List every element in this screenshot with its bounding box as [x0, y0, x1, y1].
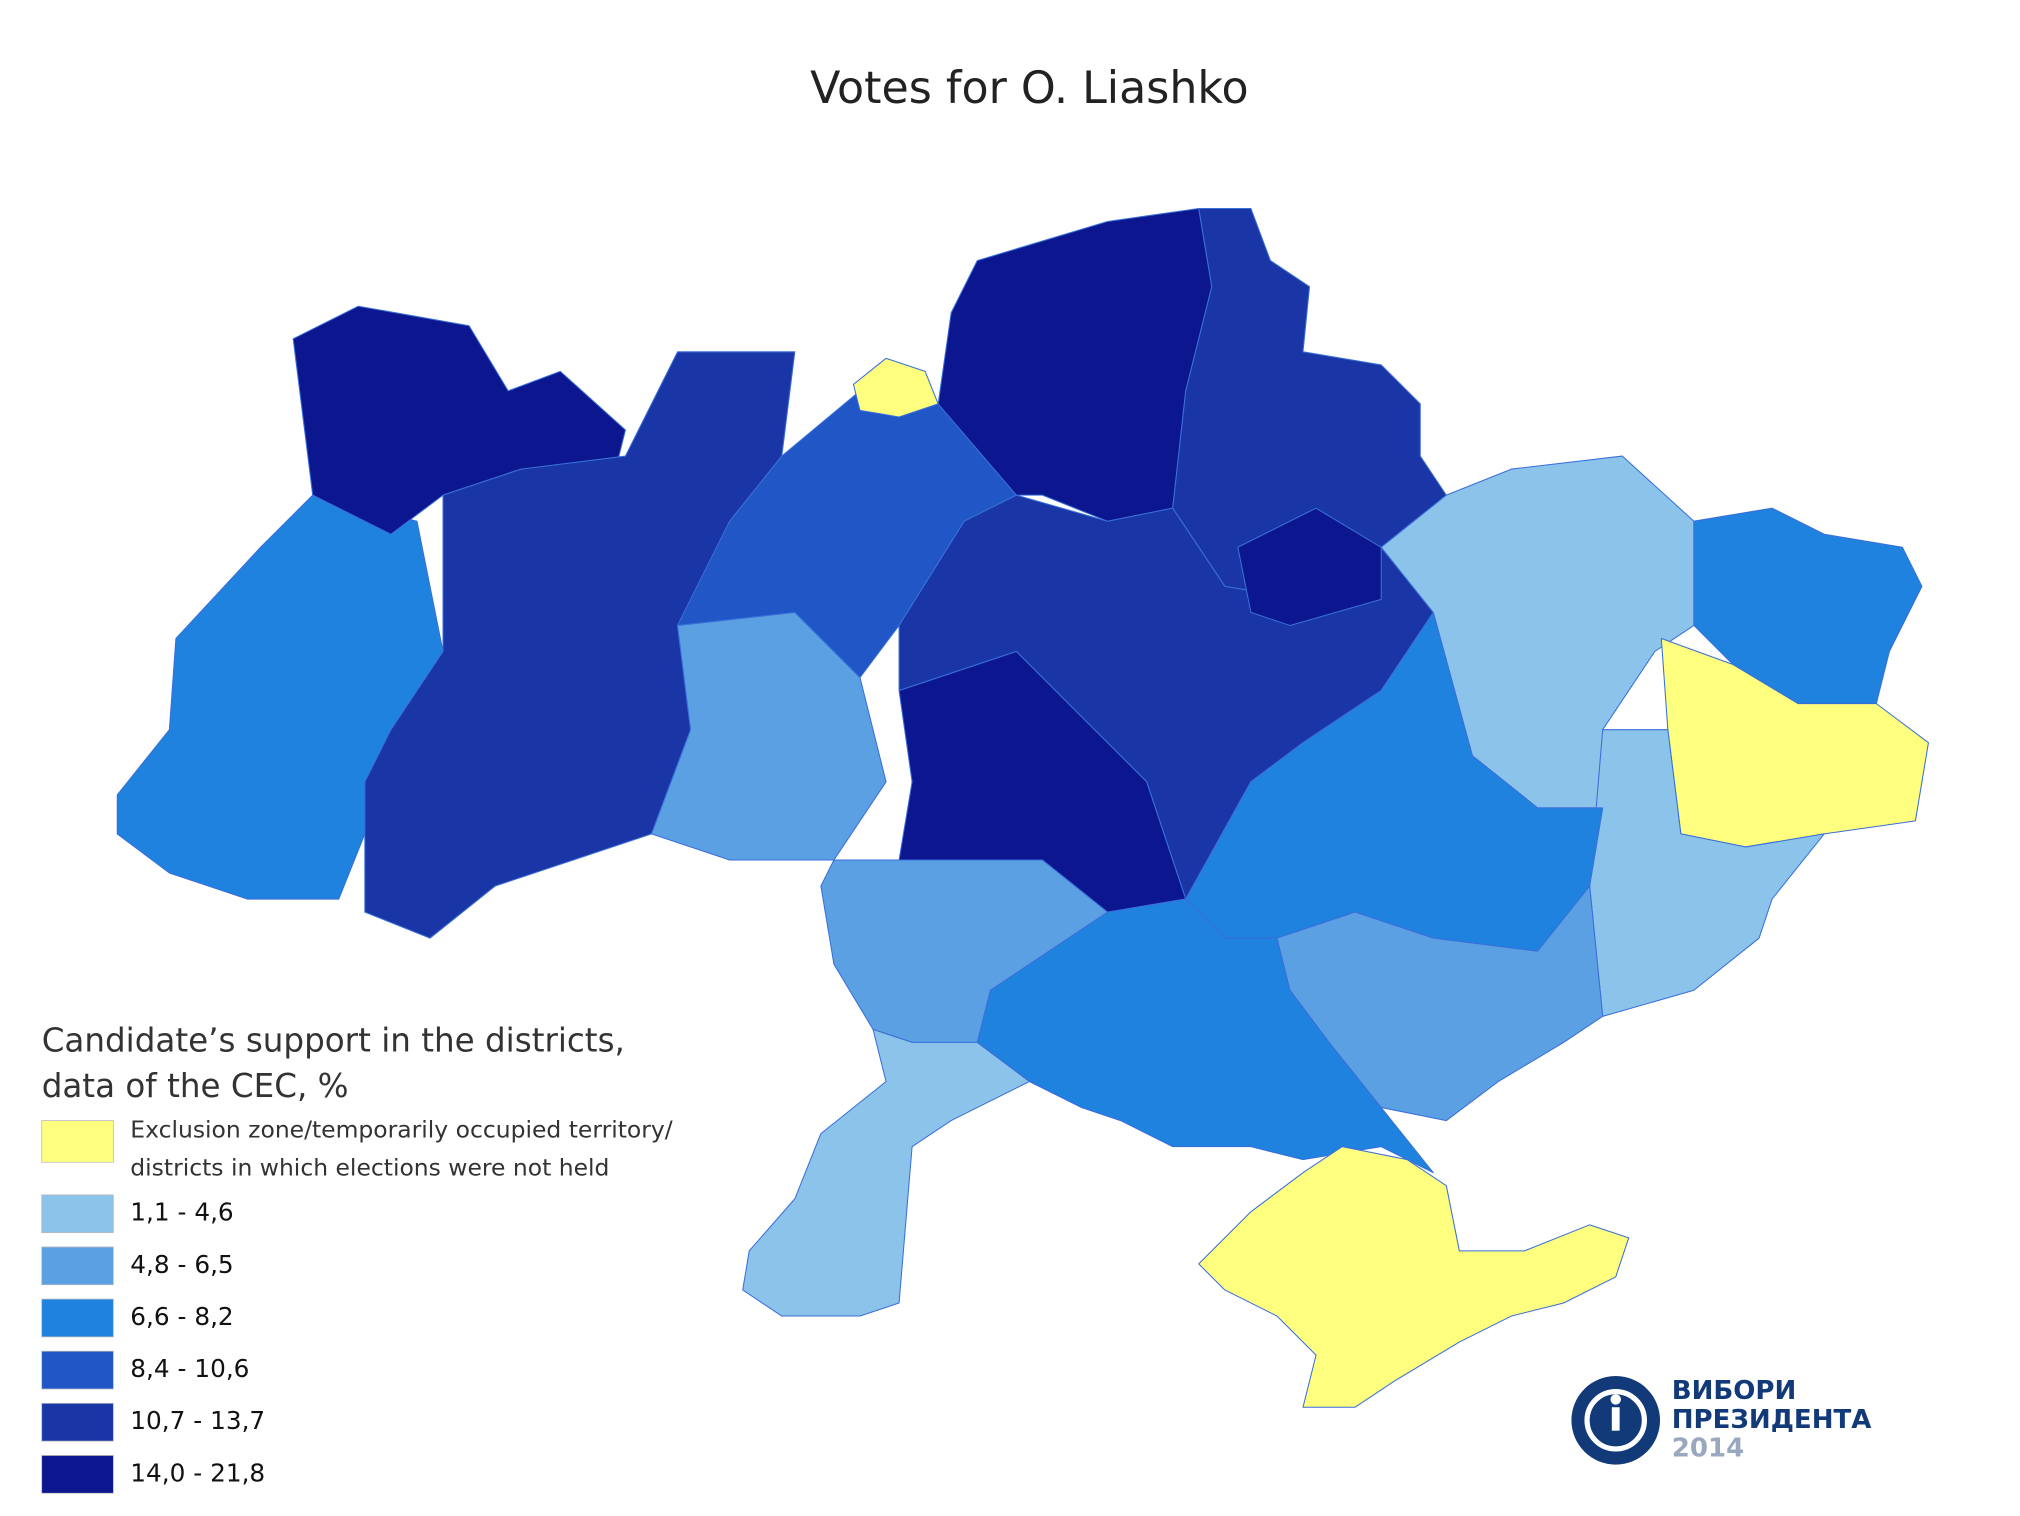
region: [1198, 1146, 1630, 1408]
legend-swatch: [41, 1194, 114, 1234]
legend-swatch: [41, 1298, 114, 1338]
region: [1237, 507, 1382, 626]
legend-swatch: [41, 1120, 114, 1163]
legend-label: Exclusion zone/temporarily occupied terr…: [130, 1116, 672, 1144]
legend-swatch: [41, 1350, 114, 1390]
legend-label: 1,1 - 4,6: [130, 1198, 233, 1227]
legend-label: 4,8 - 6,5: [130, 1250, 233, 1279]
logo-head: [1610, 1394, 1621, 1405]
legend-title: data of the CEC, %: [42, 1067, 349, 1105]
legend-label: 8,4 - 10,6: [130, 1354, 249, 1383]
legend-swatch: [41, 1455, 114, 1494]
legend-label: 14,0 - 21,8: [130, 1458, 265, 1487]
region: [292, 305, 626, 535]
map-title: Votes for O. Liashko: [810, 63, 1248, 114]
legend-label: districts in which elections were not he…: [130, 1153, 609, 1181]
logo-figure: [1611, 1407, 1620, 1431]
legend-title: Candidate’s support in the districts,: [42, 1021, 625, 1059]
legend: Candidate’s support in the districts, da…: [41, 1021, 673, 1494]
logo-text: 2014: [1672, 1433, 1745, 1463]
region: [1172, 207, 1447, 600]
region: [1693, 507, 1923, 705]
logo-ring: [1584, 1388, 1647, 1452]
logo-text: ПРЕЗИДЕНТА: [1672, 1405, 1873, 1435]
logo-text: ВИБОРИ: [1672, 1376, 1797, 1406]
region: [852, 357, 939, 418]
logo: ВИБОРИ ПРЕЗИДЕНТА 2014: [1571, 1375, 1873, 1465]
map: [116, 207, 1929, 1408]
legend-swatch: [41, 1402, 114, 1442]
legend-label: 10,7 - 13,7: [130, 1406, 265, 1435]
map-canvas: Votes for O. Liashko Candidate’s: [41, 63, 1929, 1494]
region: [742, 1028, 1030, 1317]
legend-label: 6,6 - 8,2: [130, 1302, 233, 1331]
legend-swatch: [41, 1246, 114, 1286]
